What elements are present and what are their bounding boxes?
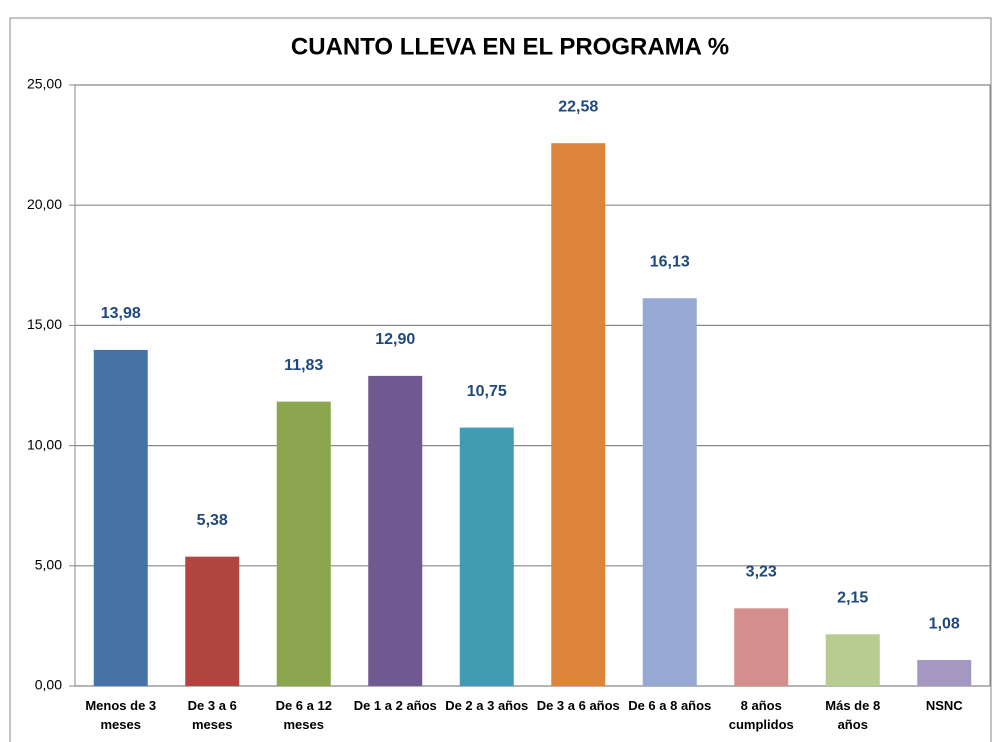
value-label: 13,98 bbox=[101, 305, 141, 322]
x-tick-label: De 3 a 6 años bbox=[536, 698, 620, 713]
bar bbox=[368, 375, 423, 686]
x-tick-label: De 6 a 12 meses bbox=[275, 698, 332, 732]
chart-title: CUANTO LLEVA EN EL PROGRAMA % bbox=[291, 33, 729, 60]
x-tick-label: Menos de 3 meses bbox=[85, 698, 157, 732]
value-label: 5,38 bbox=[197, 512, 228, 529]
y-tick-label: 10,00 bbox=[27, 436, 62, 452]
value-label: 11,83 bbox=[284, 357, 323, 374]
value-label: 10,75 bbox=[467, 383, 507, 400]
x-tick-label: De 2 a 3 años bbox=[445, 698, 529, 713]
value-label: 3,23 bbox=[746, 564, 777, 581]
value-label: 22,58 bbox=[558, 98, 598, 115]
bar bbox=[825, 634, 880, 686]
x-tick-label: NSNC bbox=[925, 698, 963, 713]
bar bbox=[917, 660, 972, 686]
y-tick-label: 5,00 bbox=[35, 557, 62, 573]
x-tick-label: De 1 a 2 años bbox=[353, 698, 437, 713]
value-label: 1,08 bbox=[929, 615, 960, 632]
bar bbox=[734, 608, 789, 686]
value-label: 12,90 bbox=[375, 331, 415, 348]
bar bbox=[642, 298, 697, 686]
bar bbox=[459, 427, 514, 686]
x-tick-label: De 3 a 6 meses bbox=[187, 698, 237, 732]
y-tick-label: 25,00 bbox=[27, 76, 62, 92]
bar bbox=[276, 401, 331, 686]
y-tick-label: 0,00 bbox=[35, 677, 62, 693]
value-label: 2,15 bbox=[837, 590, 868, 607]
bar bbox=[551, 143, 606, 686]
y-tick-label: 15,00 bbox=[27, 316, 62, 332]
x-tick-label: De 6 a 8 años bbox=[628, 698, 712, 713]
value-label: 16,13 bbox=[650, 253, 690, 270]
bar bbox=[185, 556, 240, 686]
x-tick-label: 8 años cumplidos bbox=[728, 698, 794, 732]
bar bbox=[93, 349, 148, 686]
y-tick-label: 20,00 bbox=[27, 196, 62, 212]
x-tick-label: Más de 8 años bbox=[825, 698, 881, 732]
